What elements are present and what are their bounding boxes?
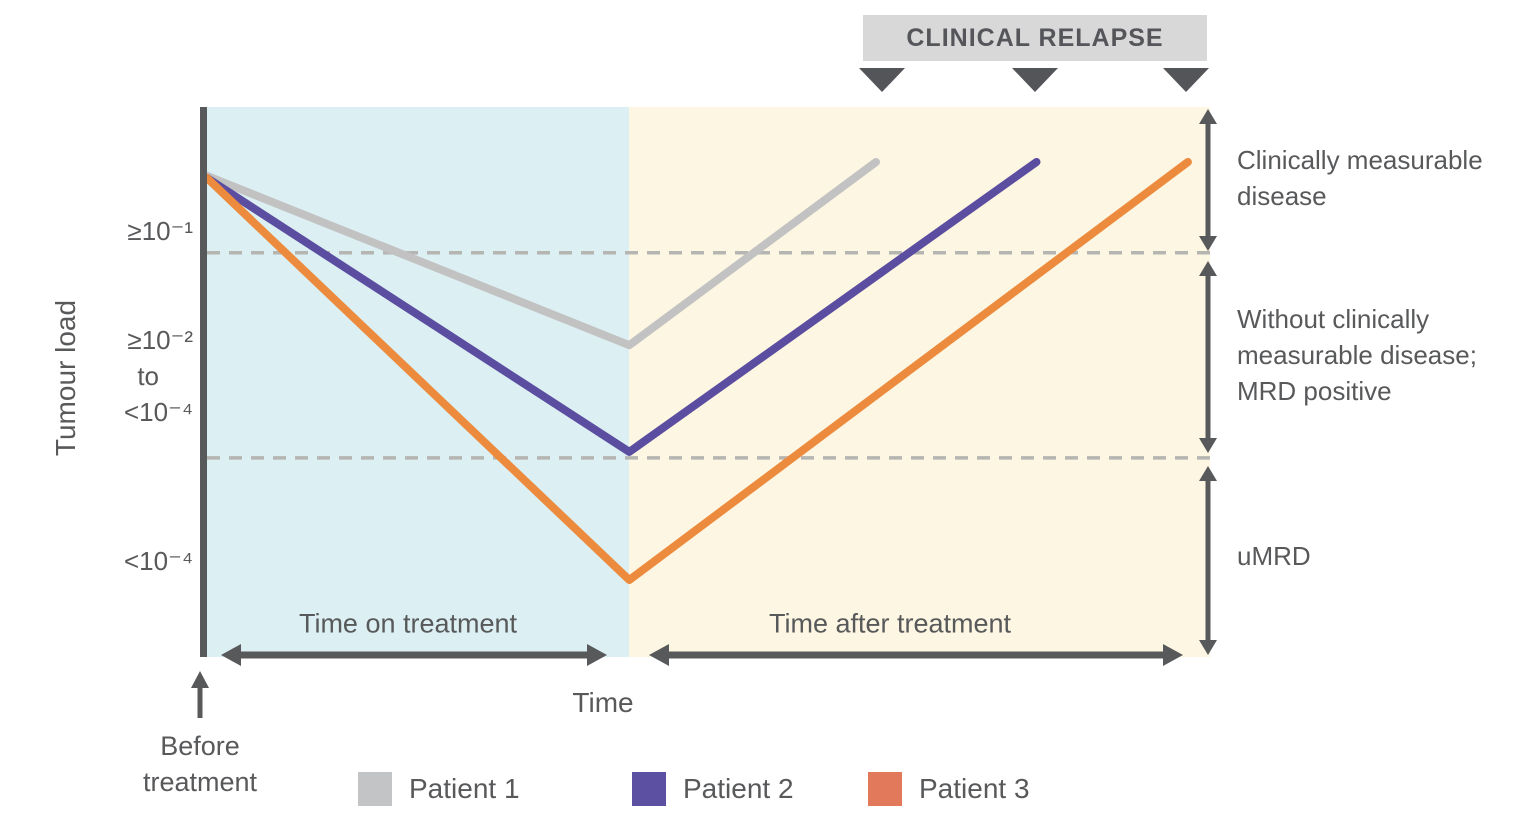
time-after-treatment-label: Time after treatment	[768, 608, 1012, 639]
patient-3-swatch	[868, 772, 902, 806]
patient-3-label: Patient 3	[919, 773, 1030, 804]
band-range-arrows	[1199, 109, 1217, 655]
band-label-mrd-positive: Without clinically measurable disease; M…	[1237, 304, 1477, 406]
before-treatment-arrow	[191, 671, 209, 718]
clinical-relapse-label: CLINICAL RELAPSE	[906, 23, 1164, 52]
y-tick-low-text: <10⁻⁴	[124, 546, 193, 576]
patient-1-label: Patient 1	[409, 773, 520, 804]
patient-2-swatch	[632, 772, 666, 806]
y-tick-low: <10⁻⁴	[0, 543, 193, 579]
y-tick-mid-line2: to	[137, 361, 159, 391]
relapse-marker-icon	[1012, 68, 1059, 92]
y-axis-line	[200, 107, 207, 657]
plot-area	[203, 107, 1210, 657]
patient-2-label: Patient 2	[683, 773, 794, 804]
series-patient-2	[203, 158, 1041, 456]
patient-1-swatch	[358, 772, 392, 806]
before-treatment-label: Before treatment	[142, 731, 258, 797]
y-tick-high-text: ≥10⁻¹	[127, 216, 193, 246]
series-patient-1	[203, 158, 880, 350]
y-tick-mid-line1: ≥10⁻²	[127, 325, 193, 355]
band-label-measurable: Clinically measurable disease	[1237, 145, 1483, 211]
y-tick-mid: ≥10⁻² to <10⁻⁴	[0, 322, 193, 430]
relapse-marker-icon	[859, 68, 906, 92]
x-axis-title: Time	[572, 687, 634, 718]
series-plot	[203, 158, 1210, 584]
series-patient-3	[203, 158, 1192, 584]
clinical-relapse-banner: CLINICAL RELAPSE	[863, 15, 1207, 61]
legend-item-patient-3: Patient 3	[868, 772, 1030, 806]
y-tick-high: ≥10⁻¹	[0, 213, 193, 249]
legend-item-patient-2: Patient 2	[632, 772, 794, 806]
time-on-treatment-label: Time on treatment	[298, 608, 518, 639]
legend-item-patient-1: Patient 1	[358, 772, 520, 806]
y-tick-mid-line3: <10⁻⁴	[124, 397, 193, 427]
time-range-arrows	[221, 644, 1183, 666]
band-label-umrd: uMRD	[1237, 541, 1311, 571]
relapse-marker-icon	[1162, 68, 1209, 92]
y-axis-title: Tumour load	[50, 299, 81, 457]
